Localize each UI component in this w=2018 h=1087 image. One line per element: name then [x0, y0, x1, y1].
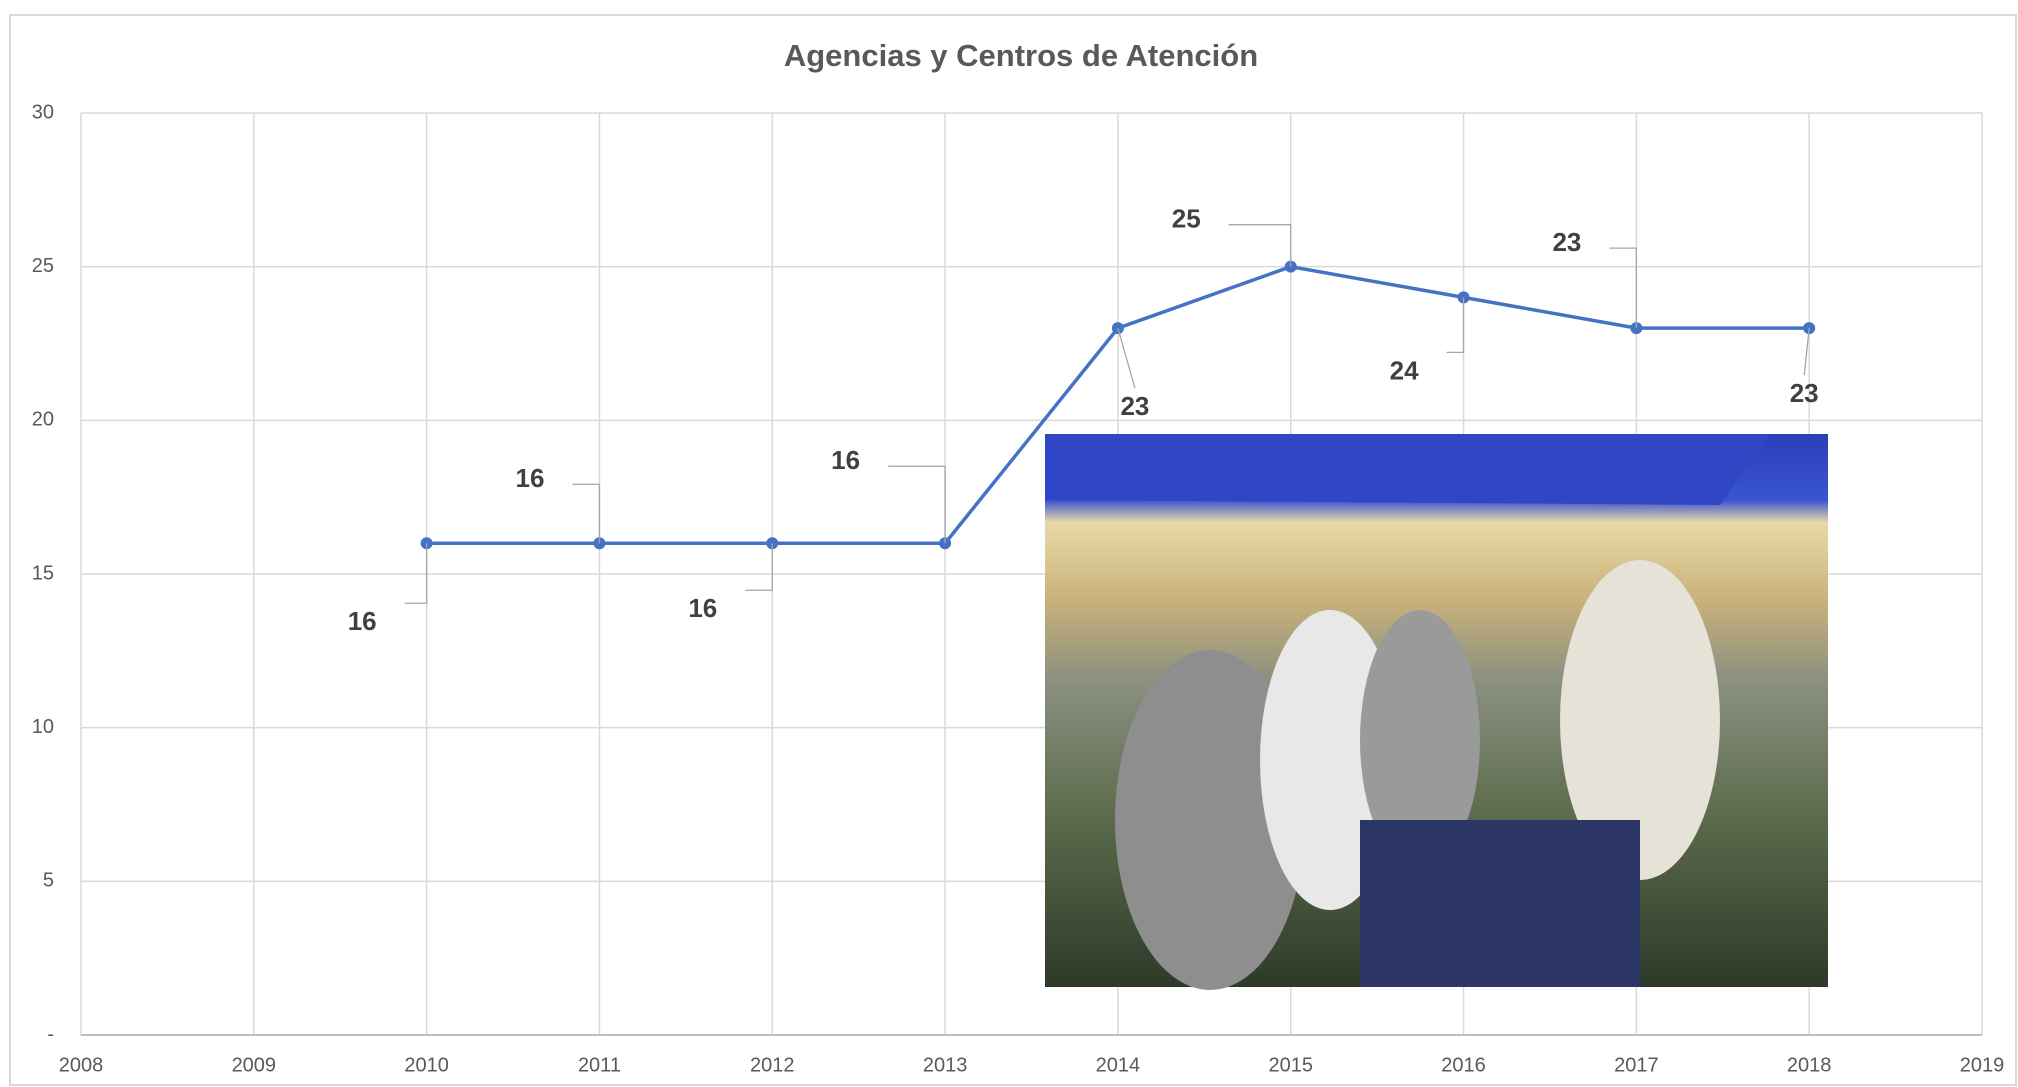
x-tick-label: 2016 [1441, 1054, 1486, 1076]
data-label: 16 [516, 463, 545, 493]
person [1560, 560, 1720, 880]
data-label: 23 [1552, 227, 1581, 257]
x-tick-label: 2009 [232, 1054, 277, 1076]
tent-canopy [1045, 434, 1770, 505]
x-tick-label: 2008 [59, 1054, 104, 1076]
data-label: 23 [1120, 391, 1149, 421]
leader-line [745, 543, 773, 591]
y-tick-label: 15 [32, 562, 54, 584]
chart-frame [9, 14, 2017, 1086]
person [1360, 610, 1480, 870]
data-label: 23 [1790, 378, 1819, 408]
y-tick-label: 30 [32, 101, 54, 123]
leader-line [1228, 224, 1292, 267]
data-label: 16 [348, 606, 377, 636]
y-tick-label: 25 [32, 255, 54, 277]
x-tick-label: 2010 [404, 1054, 449, 1076]
data-label: 16 [831, 445, 860, 475]
data-label: 16 [688, 593, 717, 623]
x-tick-label: 2015 [1268, 1054, 1313, 1076]
x-tick-label: 2013 [923, 1054, 968, 1076]
leader-line [1117, 327, 1136, 389]
leader-line [404, 543, 428, 604]
leader-line [888, 465, 946, 544]
x-tick-label: 2019 [1960, 1054, 2005, 1076]
y-tick-label: 5 [43, 870, 54, 892]
person [1115, 650, 1305, 990]
x-tick-label: 2014 [1096, 1054, 1141, 1076]
leader-line [1803, 328, 1810, 376]
table [1360, 820, 1640, 987]
y-tick-label: 10 [32, 716, 54, 738]
data-labels: 16 16 16 16 23 25 24 23 23 [348, 204, 1819, 637]
x-tick-label: 2018 [1787, 1054, 1832, 1076]
x-tick-label: 2012 [750, 1054, 795, 1076]
y-tick-label: 20 [32, 409, 54, 431]
data-label: 24 [1390, 355, 1419, 385]
x-tick-label: 2011 [578, 1054, 621, 1076]
photo [1045, 434, 1828, 990]
x-tick-label: 2017 [1614, 1054, 1659, 1076]
leader-line [1609, 247, 1638, 329]
chart-title: Agencias y Centros de Atención [784, 38, 1258, 73]
leader-line [572, 483, 601, 544]
y-tick-label: - [47, 1023, 54, 1045]
data-label: 25 [1172, 204, 1201, 234]
leader-line [1446, 297, 1465, 354]
